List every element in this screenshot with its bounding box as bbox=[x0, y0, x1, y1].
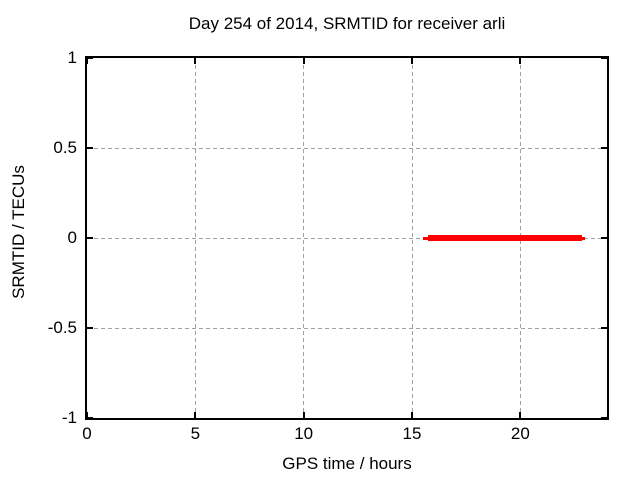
y-tick-label: -1 bbox=[61, 408, 77, 427]
x-tick-label: 20 bbox=[510, 424, 530, 443]
y-gridline bbox=[87, 327, 607, 329]
chart-title: Day 254 of 2014, SRMTID for receiver arl… bbox=[188, 14, 506, 33]
y-tick-label: -0.5 bbox=[47, 318, 77, 337]
y-tick-mark-right bbox=[601, 417, 607, 419]
y-tick-mark-right bbox=[601, 237, 607, 239]
y-tick-mark-left bbox=[87, 147, 93, 149]
x-tick-mark-top bbox=[302, 58, 305, 64]
x-tick-label: 15 bbox=[402, 424, 422, 443]
x-tick-mark-top bbox=[194, 58, 197, 64]
x-tick-mark-bottom bbox=[411, 412, 413, 418]
y-tick-mark-left bbox=[87, 57, 93, 59]
y-gridline bbox=[87, 147, 607, 149]
x-tick-label: 5 bbox=[190, 424, 201, 443]
x-tick-label: 0 bbox=[82, 424, 92, 443]
x-axis-label: GPS time / hours bbox=[282, 454, 412, 473]
y-tick-mark-left bbox=[87, 417, 93, 419]
x-tick-label: 10 bbox=[294, 424, 314, 443]
y-tick-mark-right bbox=[601, 147, 607, 149]
x-tick-mark-top bbox=[519, 58, 522, 64]
y-tick-mark-right bbox=[601, 327, 607, 329]
y-tick-label: 0.5 bbox=[53, 138, 77, 157]
plot-area bbox=[85, 56, 609, 420]
x-tick-mark-bottom bbox=[86, 412, 88, 418]
data-series-srmtid bbox=[428, 235, 583, 241]
y-tick-label: 0 bbox=[67, 228, 77, 247]
x-tick-mark-top bbox=[411, 58, 413, 64]
y-tick-label: 1 bbox=[67, 48, 77, 67]
x-tick-mark-bottom bbox=[519, 412, 522, 418]
y-tick-mark-left bbox=[87, 237, 93, 239]
x-tick-mark-top bbox=[86, 58, 88, 64]
y-tick-mark-right bbox=[601, 57, 607, 59]
y-tick-mark-left bbox=[87, 327, 93, 329]
x-tick-mark-bottom bbox=[194, 412, 197, 418]
x-tick-mark-bottom bbox=[302, 412, 305, 418]
y-gridline bbox=[87, 237, 607, 239]
